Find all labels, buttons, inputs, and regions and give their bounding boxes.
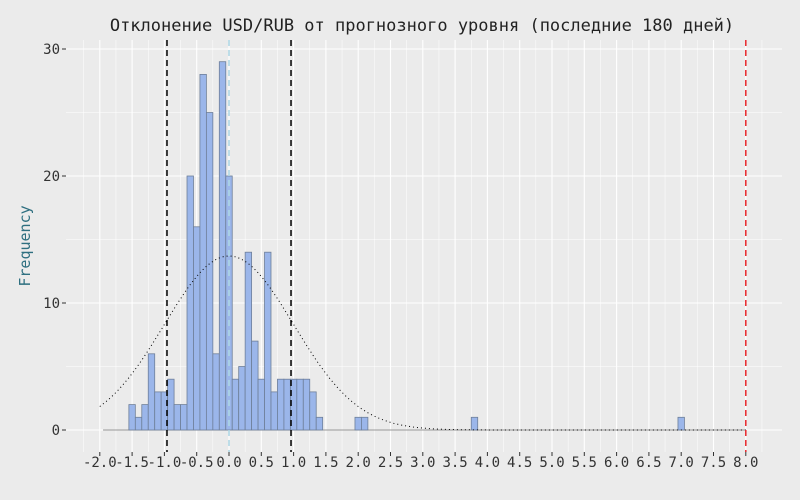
histogram-bar (193, 226, 201, 431)
histogram-bar (302, 378, 311, 431)
histogram-bar (315, 416, 324, 431)
x-tick-label: -1.5 (115, 455, 149, 471)
histogram-bar (296, 378, 304, 431)
histogram-bar (147, 353, 156, 431)
y-tick-label: 10 (43, 296, 60, 312)
plot-area: -2.0-1.5-1.0-0.5 0.0 0.5 1.0 1.5 2.0 2.5 3.0 3.5… (43, 40, 782, 471)
histogram-bar (283, 378, 291, 431)
histogram-bar (238, 366, 246, 431)
histogram-bar (212, 353, 220, 431)
histogram-bar (257, 378, 265, 431)
x-tick-label: 3.0 (410, 455, 435, 471)
x-tick-label: -2.0 (83, 455, 117, 471)
histogram-bar (277, 378, 285, 431)
x-tick-label: 1.5 (313, 455, 338, 471)
histogram-bar (199, 74, 207, 431)
histogram-bar (251, 340, 259, 431)
histogram-bar (218, 61, 227, 431)
x-tick-label: 2.0 (346, 455, 371, 471)
chart-title: Отклонение USD/RUB от прогнозного уровня… (110, 16, 734, 36)
x-tick-label: 6.0 (604, 455, 629, 471)
histogram-bar (173, 404, 181, 431)
histogram-bar (186, 175, 194, 431)
x-tick-label: 6.5 (636, 455, 661, 471)
x-tick-label: -1.0 (148, 455, 182, 471)
x-tick-label: -0.5 (180, 455, 214, 471)
histogram-bar (270, 391, 278, 431)
histogram-bar (244, 251, 253, 431)
x-tick-label: 1.0 (281, 455, 306, 471)
histogram-bar (167, 378, 175, 431)
histogram-bar (134, 416, 143, 431)
y-axis-label: Frequency (16, 205, 34, 286)
histogram-bar (677, 416, 685, 431)
x-tick-label: 8.0 (733, 455, 758, 471)
histogram-bar (128, 404, 136, 431)
y-tick-label: 0 (52, 423, 60, 439)
x-tick-label: 4.5 (507, 455, 532, 471)
x-tick-label: 2.5 (378, 455, 403, 471)
x-tick-label: 3.5 (442, 455, 467, 471)
y-tick-label: 30 (43, 42, 60, 58)
histogram-bar (354, 416, 362, 431)
histogram-bar (361, 416, 369, 431)
histogram-bar (205, 112, 214, 431)
x-tick-label: 0.0 (216, 455, 241, 471)
x-tick-label: 4.0 (475, 455, 500, 471)
histogram-bar (309, 391, 317, 431)
x-tick-label: 0.5 (249, 455, 274, 471)
histogram-bar (470, 416, 479, 431)
histogram-bar (231, 378, 240, 431)
y-tick-label: 20 (43, 169, 60, 185)
x-tick-label: 5.0 (539, 455, 564, 471)
x-tick-label: 7.5 (701, 455, 726, 471)
x-tick-label: 5.5 (572, 455, 597, 471)
histogram-bar (154, 391, 162, 431)
histogram-bar (141, 404, 149, 431)
histogram-bar (264, 251, 272, 431)
histogram-bar (180, 404, 188, 431)
x-tick-label: 7.0 (669, 455, 694, 471)
